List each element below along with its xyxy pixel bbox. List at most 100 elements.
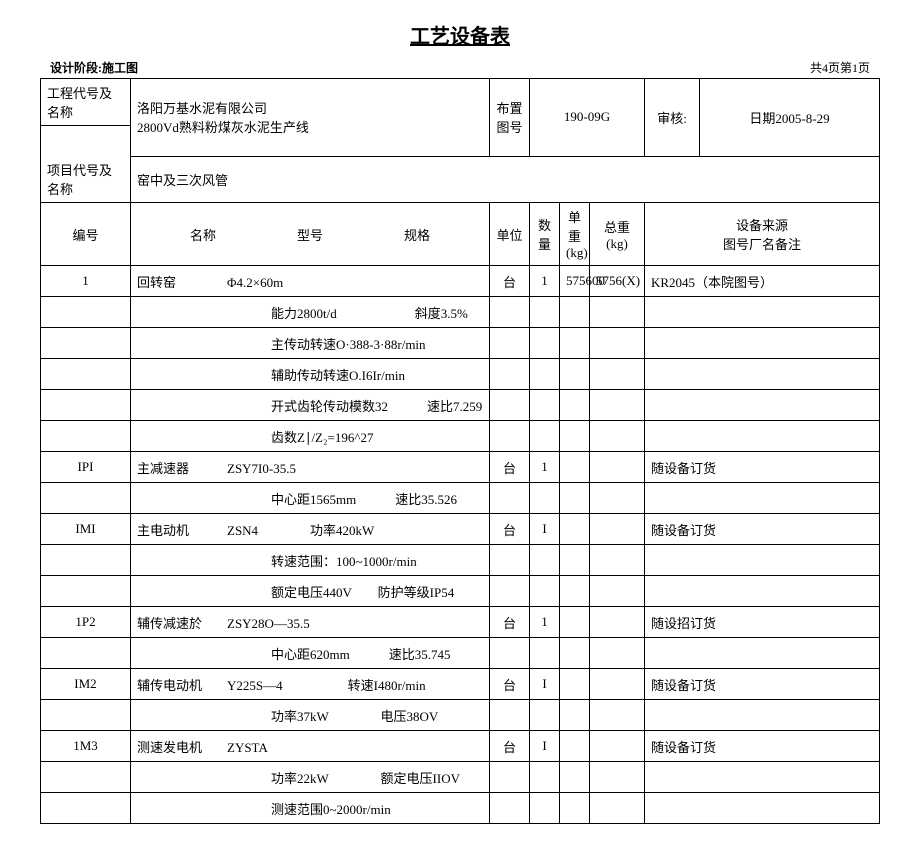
cell-uw [559, 390, 589, 421]
cell-no [41, 390, 131, 421]
cell-no [41, 762, 131, 793]
cell-no [41, 545, 131, 576]
cell-unit: 台 [489, 607, 529, 638]
cell-unit [489, 328, 529, 359]
cell-name-spec: 辅传电动机Y225S—4 转速I480r/min [131, 669, 490, 700]
cell-uw [559, 700, 589, 731]
cell-unit [489, 762, 529, 793]
cell-src [645, 700, 880, 731]
table-row: IPI主减速器ZSY7I0-35.5台1随设备订货 [41, 452, 880, 483]
cell-unit [489, 700, 529, 731]
cell-spec: 功率37kW 电压38OV [131, 700, 490, 731]
cell-src: 随设招订货 [645, 607, 880, 638]
cell-no [41, 359, 131, 390]
cell-src: 随设备订货 [645, 669, 880, 700]
cell-spec: 齿数Z∣/Z₂=196^27 [131, 421, 490, 452]
cell-name: 测速发电机 [137, 737, 227, 756]
col-spec: 规格 [365, 225, 469, 244]
cell-unit [489, 545, 529, 576]
col-name-model-spec: 名称 型号 规格 [131, 203, 490, 266]
cell-tw [589, 328, 644, 359]
cell-name-spec: 辅传减速於ZSY28O—35.5 [131, 607, 490, 638]
item-code-label: 项目代号及名称 [41, 156, 131, 203]
cell-src [645, 359, 880, 390]
cell-tw [589, 731, 644, 762]
date-label: 日期2005-8-29 [700, 79, 880, 157]
table-row: 辅助传动转速O.I6Ir/min [41, 359, 880, 390]
cell-unit: 台 [489, 514, 529, 545]
cell-spec: Y225S—4 转速I480r/min [227, 678, 426, 693]
review-label: 审核: [645, 79, 700, 157]
cell-spec: 中心距620mm 速比35.745 [131, 638, 490, 669]
column-header-row: 编号 名称 型号 规格 单位 数量 单重(kg) 总重(kg) 设备来源 图号厂… [41, 203, 880, 266]
table-row: 中心距1565mm 速比35.526 [41, 483, 880, 514]
cell-spec: ZSN4 功率420kW [227, 523, 374, 538]
cell-unit [489, 576, 529, 607]
design-stage: 设计阶段:施工图 [50, 59, 138, 76]
col-source-title: 设备来源 [736, 218, 788, 233]
table-row: 功率37kW 电压38OV [41, 700, 880, 731]
cell-name-spec: 主电动机ZSN4 功率420kW [131, 514, 490, 545]
cell-uw [559, 328, 589, 359]
cell-src [645, 297, 880, 328]
cell-qty [529, 700, 559, 731]
cell-qty [529, 483, 559, 514]
table-row: 功率22kW 额定电压IIOV [41, 762, 880, 793]
cell-unit: 台 [489, 266, 529, 297]
cell-uw [559, 452, 589, 483]
production-line: 2800Vd熟料粉煤灰水泥生产线 [137, 120, 309, 135]
cell-tw [589, 638, 644, 669]
cell-spec: Φ4.2×60m [227, 275, 283, 290]
table-row: IM2辅传电动机Y225S—4 转速I480r/min台I随设备订货 [41, 669, 880, 700]
cell-no [41, 793, 131, 824]
cell-tw [589, 545, 644, 576]
table-row: 1回转窑Φ4.2×60m台15756005756(X)KR2045（本院图号） [41, 266, 880, 297]
cell-src: 随设备订货 [645, 452, 880, 483]
cell-tw [589, 421, 644, 452]
cell-src [645, 421, 880, 452]
cell-name: 主减速器 [137, 458, 227, 477]
table-row: 1P2辅传减速於ZSY28O—35.5台1随设招订货 [41, 607, 880, 638]
cell-spec: ZSY28O—35.5 [227, 616, 310, 631]
cell-src: 随设备订货 [645, 514, 880, 545]
cell-qty: 1 [529, 452, 559, 483]
cell-uw [559, 297, 589, 328]
cell-tw [589, 793, 644, 824]
cell-name: 辅传减速於 [137, 613, 227, 632]
cell-qty [529, 390, 559, 421]
table-row: 开式齿轮传动模数32 速比7.259 [41, 390, 880, 421]
cell-name: 辅传电动机 [137, 675, 227, 694]
cell-spec: 主传动转速O·388-3·88r/min [131, 328, 490, 359]
cell-uw [559, 731, 589, 762]
cell-qty [529, 328, 559, 359]
cell-no: 1 [41, 266, 131, 297]
col-total-weight: 总重(kg) [589, 203, 644, 266]
cell-unit [489, 638, 529, 669]
cell-uw [559, 359, 589, 390]
cell-tw [589, 576, 644, 607]
header-row-3: 项目代号及名称 窑中及三次风管 [41, 156, 880, 203]
cell-qty: I [529, 669, 559, 700]
cell-name: 主电动机 [137, 520, 227, 539]
col-source-sub: 图号厂名备注 [723, 237, 801, 252]
cell-qty [529, 638, 559, 669]
col-qty: 数量 [529, 203, 559, 266]
cell-qty [529, 576, 559, 607]
cell-spec: 功率22kW 额定电压IIOV [131, 762, 490, 793]
cell-uw [559, 669, 589, 700]
cell-no [41, 576, 131, 607]
cell-uw [559, 483, 589, 514]
cell-no [41, 328, 131, 359]
cell-qty [529, 762, 559, 793]
table-row: 能力2800t/d 斜度3.5% [41, 297, 880, 328]
col-no: 编号 [41, 203, 131, 266]
cell-tw [589, 669, 644, 700]
cell-no [41, 297, 131, 328]
cell-uw [559, 793, 589, 824]
equipment-table: 工程代号及名称 洛阳万基水泥有限公司 2800Vd熟料粉煤灰水泥生产线 布置图号… [40, 78, 880, 824]
cell-name: 回转窑 [137, 272, 227, 291]
cell-unit: 台 [489, 452, 529, 483]
cell-src [645, 328, 880, 359]
cell-no [41, 700, 131, 731]
cell-no: IM2 [41, 669, 131, 700]
